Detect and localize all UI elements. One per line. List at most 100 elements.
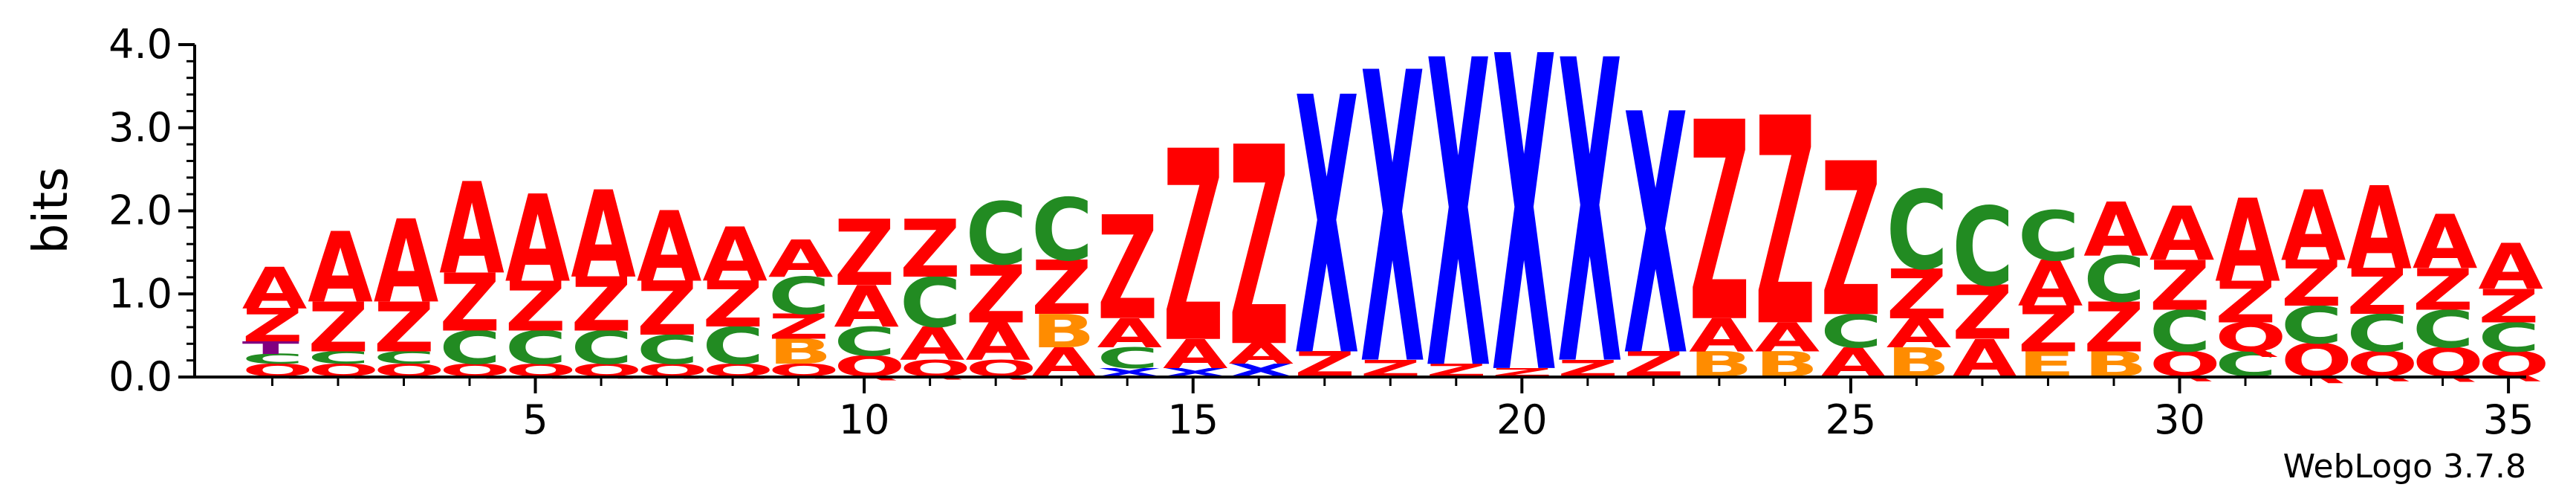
weblogo-credit: WebLogo 3.7.8 bbox=[2283, 448, 2526, 486]
logo-glyph-x: X bbox=[1557, 0, 1622, 459]
logo-glyph-b: B bbox=[1031, 306, 1095, 358]
logo-glyph-a: A bbox=[2413, 200, 2478, 286]
logo-column-21: ZX bbox=[1557, 0, 1622, 459]
logo-glyph-a: A bbox=[1229, 338, 1294, 370]
logo-glyph-a: A bbox=[2215, 175, 2280, 308]
y-tick-label: 4.0 bbox=[108, 21, 172, 68]
logo-column-27: AZC bbox=[1952, 184, 2017, 389]
logo-glyph-stacks: QCTZAQCZAQCZAQCZAQCZAQCZAQCZAQCZAQBZCAQC… bbox=[242, 0, 2550, 470]
logo-glyph-z: Z bbox=[439, 257, 500, 350]
logo-glyph-x: X bbox=[1623, 45, 1688, 430]
logo-glyph-z: Z bbox=[2346, 256, 2407, 329]
logo-glyph-z: Z bbox=[2150, 247, 2210, 326]
logo-glyph-a: A bbox=[571, 166, 636, 305]
logo-glyph-c: C bbox=[2150, 298, 2211, 365]
logo-glyph-z: Z bbox=[1886, 255, 1947, 335]
logo-glyph-z: Z bbox=[2018, 293, 2079, 367]
logo-glyph-c: C bbox=[308, 348, 369, 368]
y-axis-ticks: 0.0 1.0 2.0 3.0 4.0 bbox=[108, 21, 195, 400]
logo-glyph-c: C bbox=[1031, 181, 1093, 280]
logo-glyph-x: X bbox=[1294, 24, 1359, 435]
logo-glyph-a: A bbox=[702, 213, 768, 299]
y-tick-label: 2.0 bbox=[108, 187, 172, 234]
logo-glyph-c: C bbox=[834, 318, 895, 364]
logo-glyph-z: Z bbox=[900, 203, 961, 296]
logo-glyph-a: A bbox=[1886, 310, 1952, 356]
x-tick-label: 5 bbox=[522, 396, 548, 443]
logo-glyph-c: C bbox=[1097, 341, 1158, 374]
logo-glyph-z: Z bbox=[1689, 65, 1750, 384]
logo-glyph-x: X bbox=[1360, 0, 1425, 454]
logo-glyph-z: Z bbox=[2215, 269, 2276, 336]
logo-glyph-z: Z bbox=[308, 289, 369, 368]
logo-glyph-z: Z bbox=[1755, 58, 1816, 390]
logo-glyph-c: C bbox=[1820, 306, 1882, 358]
logo-glyph-a: A bbox=[505, 170, 571, 309]
y-axis-title: bits bbox=[24, 167, 79, 254]
logo-glyph-a: A bbox=[1755, 315, 1820, 361]
logo-glyph-a: A bbox=[1689, 310, 1754, 363]
logo-glyph-z: Z bbox=[2413, 257, 2473, 323]
logo-glyph-c: C bbox=[637, 327, 698, 373]
x-tick-label: 20 bbox=[1496, 396, 1548, 443]
logo-column-22: ZX bbox=[1623, 45, 1688, 430]
x-axis-ticks: 5 10 15 20 25 30 35 bbox=[270, 377, 2534, 443]
logo-glyph-a: A bbox=[2150, 192, 2215, 278]
logo-glyph-c: C bbox=[571, 322, 632, 375]
logo-glyph-z: Z bbox=[702, 268, 763, 341]
logo-glyph-c: C bbox=[768, 267, 830, 326]
logo-glyph-z: Z bbox=[1952, 271, 2013, 357]
logo-glyph-z: Z bbox=[2083, 289, 2144, 368]
logo-glyph-c: C bbox=[374, 348, 435, 368]
logo-glyph-z: Z bbox=[1163, 95, 1224, 401]
logo-glyph-a: A bbox=[2346, 162, 2412, 295]
logo-column-19: ZX bbox=[1426, 0, 1490, 464]
logo-glyph-z: Z bbox=[505, 268, 566, 347]
x-tick-label: 35 bbox=[2483, 396, 2534, 443]
logo-glyph-c: C bbox=[2281, 296, 2343, 355]
logo-glyph-c: C bbox=[702, 317, 764, 376]
logo-glyph-z: Z bbox=[965, 248, 1026, 341]
logo-glyph-z: Z bbox=[834, 201, 895, 306]
logo-glyph-c: C bbox=[242, 351, 304, 367]
logo-column-23: BAZ bbox=[1689, 65, 1754, 384]
logo-glyph-z: Z bbox=[1097, 187, 1158, 352]
logo-glyph-a: A bbox=[242, 255, 308, 322]
logo-glyph-c: C bbox=[2018, 197, 2080, 277]
logo-column-24: BAZ bbox=[1755, 58, 1820, 390]
logo-glyph-a: A bbox=[374, 196, 439, 329]
logo-glyph-a: A bbox=[1097, 310, 1162, 356]
logo-glyph-a: A bbox=[1952, 329, 2017, 389]
logo-glyph-a: A bbox=[900, 318, 965, 371]
logo-glyph-a: A bbox=[637, 191, 702, 304]
logo-glyph-c: C bbox=[965, 184, 1027, 284]
x-tick-label: 10 bbox=[839, 396, 890, 443]
logo-glyph-a: A bbox=[2083, 187, 2149, 274]
logo-column-18: ZX bbox=[1360, 0, 1425, 454]
logo-glyph-a: A bbox=[308, 212, 373, 325]
logo-glyph-c: C bbox=[1886, 168, 1948, 294]
logo-glyph-a: A bbox=[439, 156, 505, 302]
logo-glyph-a: A bbox=[2281, 170, 2346, 283]
logo-glyph-a: A bbox=[2478, 231, 2543, 304]
logo-glyph-b: B bbox=[768, 332, 832, 372]
